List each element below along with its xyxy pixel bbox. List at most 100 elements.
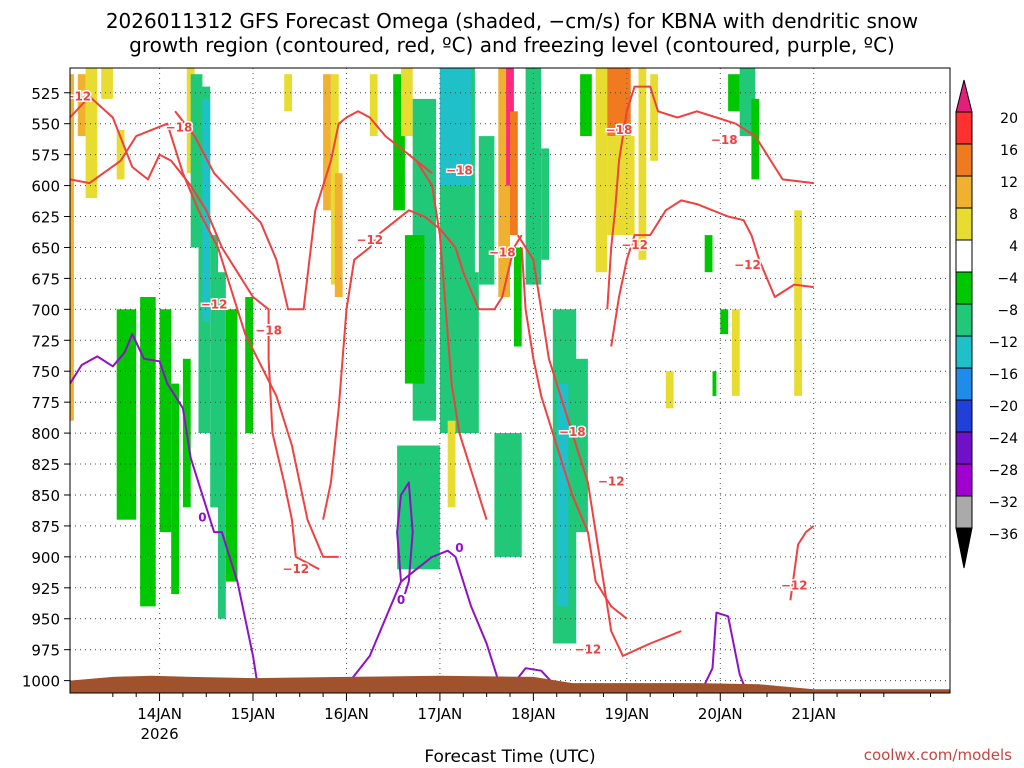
colorbar-segment-8 xyxy=(955,335,973,369)
omega-region-49 xyxy=(650,74,658,161)
red-label-10: −12 xyxy=(598,474,625,488)
colorbar-label-6: −8 xyxy=(997,303,1018,319)
colorbar-label-13: −36 xyxy=(988,527,1018,543)
terrain-surface xyxy=(70,675,950,693)
omega-region-51 xyxy=(704,235,713,273)
omega-region-19 xyxy=(323,74,331,211)
colorbar-label-2: 12 xyxy=(1000,175,1018,191)
omega-region-26 xyxy=(424,148,433,297)
omega-region-34 xyxy=(498,68,510,297)
x-axis-label: Forecast Time (UTC) xyxy=(424,747,595,767)
colorbar-segment-1 xyxy=(955,111,973,145)
x-axis: 14JAN 2026 15JAN 16JAN 17JAN 18JAN 19JAN 20JAN 2… xyxy=(112,693,932,743)
terrain-fill xyxy=(70,675,950,693)
x-tick-label-19JAN: 19JAN xyxy=(604,705,649,723)
omega-region-16 xyxy=(225,309,238,582)
y-axis: 525 550 575 600 625 650 675 700 725 750 775 800 825 8… xyxy=(22,85,70,691)
colorbar-label-4: 4 xyxy=(1009,239,1018,255)
colorbar-segment-2 xyxy=(955,143,973,177)
omega-region-40 xyxy=(541,148,549,260)
omega-region-31 xyxy=(439,272,479,434)
omega-region-3 xyxy=(101,68,113,99)
omega-region-6 xyxy=(140,297,156,607)
red-contour-7 xyxy=(606,85,814,310)
colorbar: 20 16 12 8 4 −4 −8 −12 −16 −20 −24 −28 −32 −36 xyxy=(955,79,1018,569)
omega-region-21 xyxy=(334,173,343,297)
chart-title-line-2: growth region (contoured, red, ºC) and f… xyxy=(129,33,895,57)
red-contour-3 xyxy=(415,160,488,521)
dendritic-snow-growth-contours xyxy=(70,85,815,657)
omega-region-23 xyxy=(393,74,405,211)
purple-contour-3 xyxy=(513,667,554,684)
y-tick-label-800: 800 xyxy=(31,425,60,443)
omega-region-33 xyxy=(478,136,495,285)
x-tick-label-21JAN: 21JAN xyxy=(791,705,836,723)
red-contour-2 xyxy=(174,110,433,311)
colorbar-label-8: −16 xyxy=(988,367,1018,383)
colorbar-label-7: −12 xyxy=(988,335,1018,351)
colorbar-label-9: −20 xyxy=(988,399,1018,415)
purple-contour-2 xyxy=(349,549,500,682)
y-tick-label-700: 700 xyxy=(31,301,60,319)
omega-region-50 xyxy=(665,371,674,409)
red-label-14: −12 xyxy=(734,258,761,272)
colorbar-segment-9 xyxy=(955,367,973,401)
omega-region-39 xyxy=(525,68,542,285)
purple-contour-0 xyxy=(70,333,258,681)
y-tick-label-850: 850 xyxy=(31,487,60,505)
omega-region-15 xyxy=(218,272,226,619)
x-tick-label-14JAN: 14JAN xyxy=(137,705,182,723)
omega-region-56 xyxy=(751,98,760,180)
y-tick-label-925: 925 xyxy=(31,580,60,598)
omega-region-44 xyxy=(580,74,592,137)
omega-region-30 xyxy=(439,68,472,186)
omega-region-14 xyxy=(210,235,218,508)
red-label-15: −12 xyxy=(781,578,808,592)
red-label-7: −18 xyxy=(489,245,516,259)
y-tick-label-575: 575 xyxy=(31,147,60,165)
y-tick-label-725: 725 xyxy=(31,332,60,350)
y-tick-label-675: 675 xyxy=(31,270,60,288)
purple-contour-4 xyxy=(703,611,745,685)
red-label-12: −12 xyxy=(621,238,648,252)
x-tick-label-18JAN: 18JAN xyxy=(511,705,556,723)
y-tick-label-900: 900 xyxy=(31,549,60,567)
y-tick-label-550: 550 xyxy=(31,116,60,134)
colorbar-label-5: −4 xyxy=(997,271,1018,287)
omega-region-42 xyxy=(556,383,569,607)
purple-label-1: 0 xyxy=(397,593,405,607)
red-contour-4 xyxy=(322,209,523,520)
colorbar-segment-12 xyxy=(955,463,973,497)
colorbar-label-10: −24 xyxy=(988,431,1018,447)
purple-label-0: 0 xyxy=(198,510,206,524)
omega-region-36 xyxy=(510,111,518,236)
plot-area: −12 −18 −12 −18 −12 −12 −18 −18 −18 −12 −12 −18 −12 −… xyxy=(70,68,950,693)
red-contour-1 xyxy=(70,122,339,558)
y-tick-label-950: 950 xyxy=(31,611,60,629)
y-tick-label-525: 525 xyxy=(31,85,60,103)
colorbar-label-1: 16 xyxy=(1000,143,1018,159)
omega-shading xyxy=(70,68,802,644)
y-tick-label-825: 825 xyxy=(31,456,60,474)
omega-region-37 xyxy=(494,433,522,557)
omega-region-45 xyxy=(595,68,608,273)
chart-title-line-1: 2026011312 GFS Forecast Omega (shaded, −… xyxy=(106,9,918,33)
y-tick-label-975: 975 xyxy=(31,642,60,660)
colorbar-segment-11 xyxy=(955,431,973,465)
red-contour-8 xyxy=(610,199,814,347)
omega-region-5 xyxy=(116,309,137,520)
colorbar-segment-4 xyxy=(955,207,973,241)
colorbar-segment-3 xyxy=(955,175,973,209)
red-label-6: −18 xyxy=(446,164,473,178)
red-label-9: −12 xyxy=(575,643,602,657)
omega-region-7 xyxy=(159,309,172,533)
x-tick-label-15JAN: 15JAN xyxy=(231,705,276,723)
omega-region-2 xyxy=(85,68,98,198)
colorbar-bottom-arrow xyxy=(955,527,973,569)
x-tick-label-16JAN: 16JAN xyxy=(324,705,369,723)
colorbar-top-arrow xyxy=(955,79,973,113)
x-tick-label-17JAN: 17JAN xyxy=(418,705,463,723)
omega-region-17 xyxy=(245,297,253,434)
colorbar-label-11: −28 xyxy=(988,463,1018,479)
